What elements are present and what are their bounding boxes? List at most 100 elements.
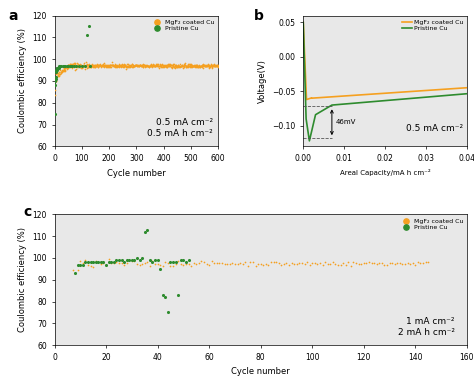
Point xyxy=(133,62,141,68)
Point xyxy=(100,64,108,70)
Point xyxy=(196,64,203,70)
Point xyxy=(126,63,133,69)
Point xyxy=(191,62,199,68)
Point xyxy=(102,64,110,70)
Point xyxy=(76,64,84,70)
Point xyxy=(187,62,195,68)
Y-axis label: Voltage(V): Voltage(V) xyxy=(258,59,267,103)
Point xyxy=(311,260,319,266)
Point xyxy=(87,64,95,70)
Point xyxy=(98,63,106,69)
Point xyxy=(90,62,98,69)
Point xyxy=(115,61,122,67)
Point xyxy=(123,257,130,263)
Point xyxy=(156,262,164,268)
Point xyxy=(155,63,163,69)
Point xyxy=(173,64,181,70)
Point xyxy=(206,64,213,70)
Point xyxy=(60,63,68,69)
Point xyxy=(55,69,63,75)
Point xyxy=(53,67,61,73)
Point xyxy=(96,62,103,68)
Point xyxy=(181,62,189,69)
Point xyxy=(87,262,94,269)
Point xyxy=(82,59,90,65)
Point xyxy=(52,77,59,83)
Point xyxy=(52,76,59,82)
Point xyxy=(135,63,142,69)
Point xyxy=(113,63,121,69)
Point xyxy=(59,67,67,74)
Point xyxy=(65,64,73,70)
Point xyxy=(164,63,172,69)
Point xyxy=(53,70,61,76)
Point xyxy=(76,63,84,69)
Point xyxy=(100,259,107,266)
Point xyxy=(69,60,76,67)
Point xyxy=(72,62,80,69)
Point xyxy=(214,62,222,69)
Point xyxy=(100,260,107,266)
Point xyxy=(51,78,59,84)
Point xyxy=(191,63,199,69)
Point xyxy=(201,62,208,69)
Point xyxy=(210,63,217,69)
Point xyxy=(174,64,182,70)
Point xyxy=(163,62,170,68)
Point xyxy=(126,62,134,69)
Point xyxy=(171,62,179,69)
Point xyxy=(82,62,89,69)
Point xyxy=(146,64,153,70)
Point xyxy=(146,62,154,69)
Point xyxy=(64,64,71,70)
Point xyxy=(370,260,378,266)
Point xyxy=(226,261,234,267)
Point xyxy=(181,62,188,68)
Point xyxy=(73,62,81,68)
Point xyxy=(223,261,231,267)
Point xyxy=(191,62,199,68)
Point xyxy=(92,62,100,69)
Point xyxy=(124,64,131,70)
Point xyxy=(186,64,194,70)
Point xyxy=(194,62,201,68)
Point xyxy=(136,63,143,69)
Point xyxy=(58,67,66,73)
Point xyxy=(118,64,125,70)
Point xyxy=(86,62,93,69)
Point xyxy=(264,262,272,268)
Point xyxy=(63,64,70,71)
Point xyxy=(350,259,357,265)
Point xyxy=(54,71,62,78)
Point xyxy=(63,63,71,69)
Text: 0.5 mA cm⁻²: 0.5 mA cm⁻² xyxy=(156,118,213,127)
Point xyxy=(118,63,126,69)
Point xyxy=(184,64,191,70)
Point xyxy=(179,63,186,69)
Point xyxy=(85,61,92,67)
Point xyxy=(128,62,135,69)
Point xyxy=(79,63,87,69)
Point xyxy=(96,62,104,69)
Point xyxy=(84,64,91,70)
Point xyxy=(52,78,60,85)
Point xyxy=(84,62,91,68)
Point xyxy=(185,257,192,263)
Point xyxy=(140,64,147,70)
Point xyxy=(80,60,88,66)
Point xyxy=(72,63,80,69)
Point xyxy=(273,259,280,265)
Point xyxy=(84,259,92,266)
Point xyxy=(80,62,87,68)
Point xyxy=(131,63,138,69)
Point xyxy=(118,63,126,69)
Point xyxy=(55,63,63,69)
Point xyxy=(205,64,213,71)
Point xyxy=(92,62,100,69)
Point xyxy=(154,62,161,68)
Point xyxy=(207,62,214,69)
Point xyxy=(81,62,88,69)
Point xyxy=(190,62,197,69)
Point xyxy=(94,62,102,68)
Point xyxy=(177,63,184,69)
